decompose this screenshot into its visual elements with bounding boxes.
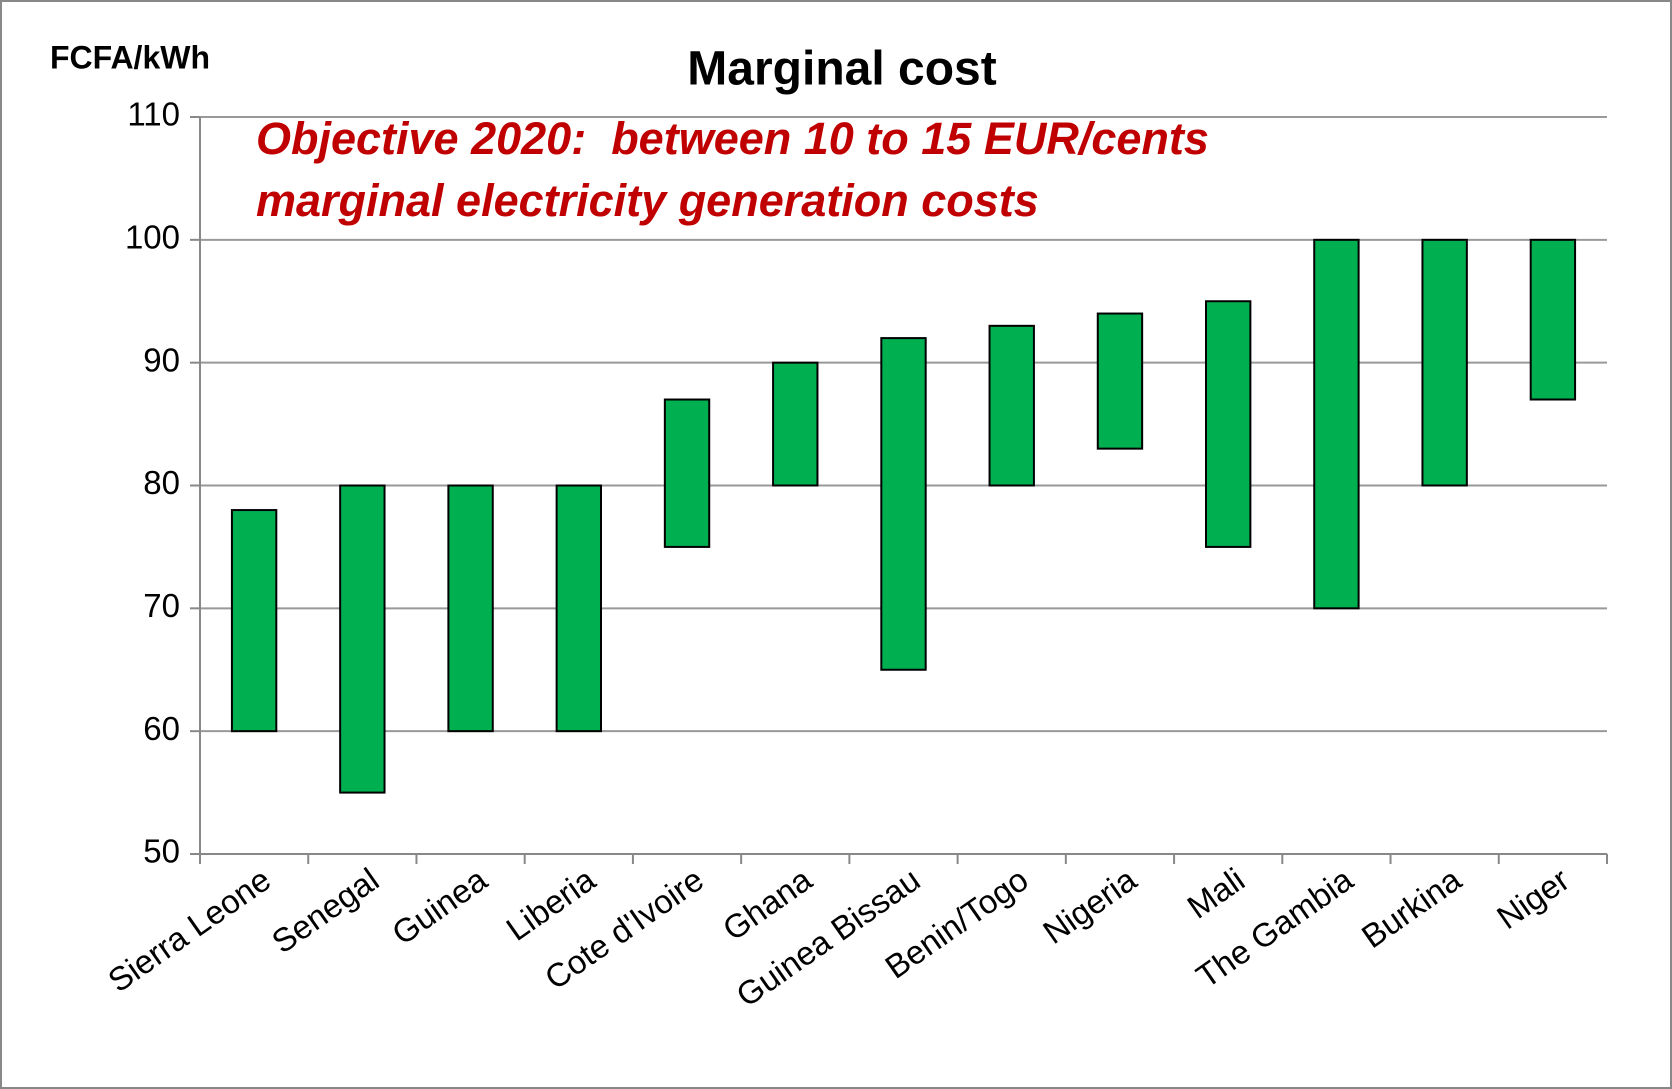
bar [1421, 238, 1468, 487]
bar [988, 324, 1035, 487]
bar [880, 337, 927, 671]
y-tick-label: 50 [143, 833, 180, 870]
y-tick-label: 80 [143, 464, 180, 501]
bar [1096, 312, 1144, 450]
bar [230, 509, 278, 733]
bar [1313, 238, 1360, 610]
bar [1205, 300, 1252, 548]
y-tick-label: 70 [143, 587, 180, 624]
bar [555, 484, 602, 733]
bar [1529, 238, 1577, 401]
annotation: marginal electricity generation costs [256, 175, 1039, 226]
y-tick-label: 100 [125, 219, 180, 256]
bar [663, 398, 711, 548]
bar [772, 361, 819, 487]
bar [447, 484, 494, 733]
y-axis-label: FCFA/kWh [50, 39, 210, 75]
y-tick-label: 60 [143, 710, 180, 747]
y-tick-label: 90 [143, 341, 180, 378]
chart-title: Marginal cost [687, 43, 996, 96]
y-tick-label: 110 [127, 96, 180, 133]
bar [339, 484, 386, 794]
annotation: Objective 2020: between 10 to 15 EUR/cen… [256, 113, 1209, 164]
